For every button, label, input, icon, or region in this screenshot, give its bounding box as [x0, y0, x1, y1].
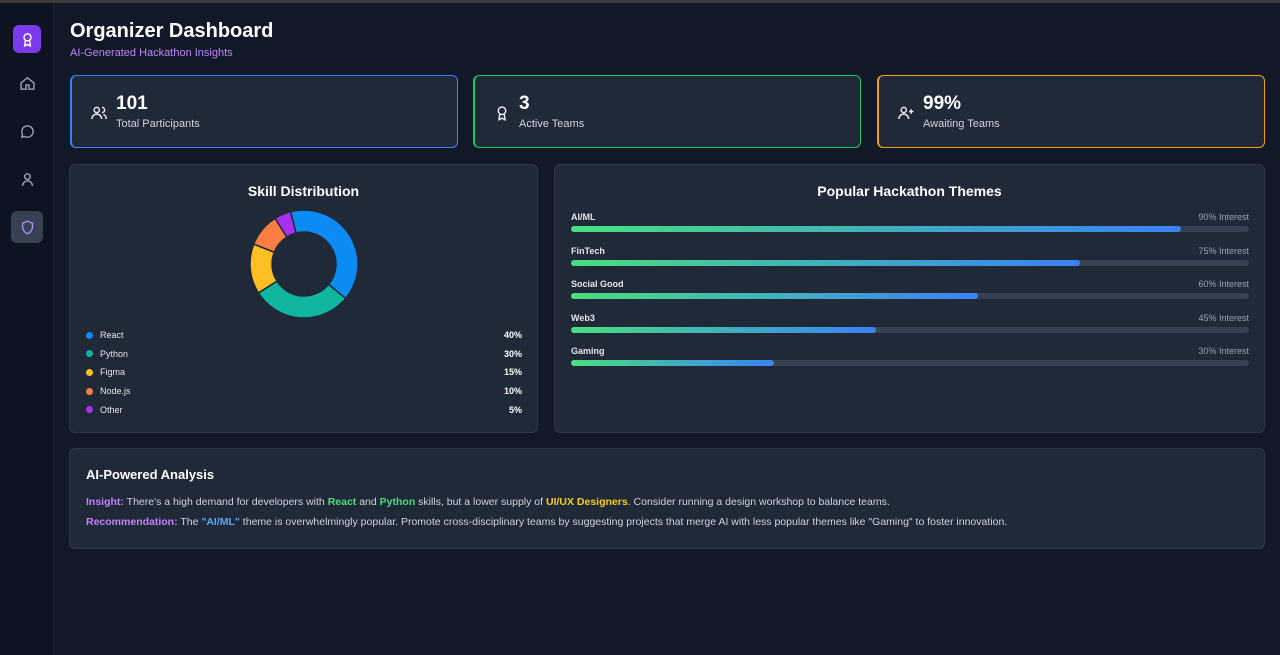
- stat-card-participants: 101 Total Participants: [70, 75, 458, 148]
- insight-text-part: . Consider running a design workshop to …: [627, 496, 890, 508]
- stat-label: Total Participants: [116, 118, 200, 130]
- stat-label: Active Teams: [519, 118, 585, 130]
- legend-item: React 40%: [86, 328, 522, 342]
- insight-label: Insight:: [86, 496, 124, 508]
- insight-text: Insight: There's a high demand for devel…: [86, 496, 1248, 508]
- shield-icon: [21, 219, 33, 235]
- donut-slice-python: [257, 280, 347, 319]
- legend-label: Figma: [100, 367, 126, 378]
- stat-card-active-teams: 3 Active Teams: [473, 75, 861, 148]
- theme-progress-track: [571, 259, 1249, 266]
- theme-name: FinTech: [571, 245, 605, 256]
- theme-progress-track: [571, 226, 1249, 232]
- donut-slice-react: [289, 209, 359, 300]
- stat-value: 3: [519, 93, 530, 114]
- theme-name: Web3: [571, 312, 595, 323]
- legend-value: 40%: [503, 330, 522, 340]
- theme-interest: 90% Interest: [1198, 212, 1249, 222]
- page-subtitle: AI-Generated Hackathon Insights: [70, 47, 233, 59]
- theme-row: FinTech 75% Interest: [571, 246, 1249, 266]
- theme-interest: 75% Interest: [1198, 245, 1249, 256]
- legend-item: Figma 15%: [86, 365, 522, 379]
- stat-value: 99%: [923, 93, 962, 114]
- highlight-uiux: UI/UX Designers: [545, 496, 628, 508]
- user-plus-icon: [898, 106, 914, 119]
- theme-progress-fill: [571, 360, 775, 366]
- analysis-title: AI-Powered Analysis: [86, 467, 215, 482]
- legend-dot: [86, 350, 93, 358]
- legend-dot: [86, 387, 93, 395]
- insight-text-part: skills, but a lower supply of: [415, 496, 546, 508]
- ai-analysis-panel: AI-Powered Analysis Insight: There's a h…: [69, 448, 1265, 549]
- legend-label: Python: [100, 348, 129, 359]
- page-header: Organizer Dashboard AI-Generated Hackath…: [70, 20, 273, 59]
- legend-label: Other: [100, 404, 123, 415]
- themes-title: Popular Hackathon Themes: [817, 183, 1002, 199]
- app-logo[interactable]: [13, 25, 41, 53]
- theme-interest: 30% Interest: [1198, 346, 1249, 356]
- legend-dot: [86, 368, 93, 376]
- stat-value: 101: [116, 93, 148, 114]
- skill-distribution-title: Skill Distribution: [247, 183, 360, 199]
- insight-text-part: and: [356, 496, 380, 508]
- award-icon: [497, 105, 507, 121]
- sidebar-item-messages[interactable]: [11, 115, 43, 147]
- theme-row: Gaming 30% Interest: [571, 346, 1249, 366]
- recommendation-label: Recommendation:: [86, 516, 178, 528]
- legend-label: Node.js: [100, 386, 131, 397]
- recommendation-text-part: theme is overwhelmingly popular. Promote…: [239, 516, 1008, 528]
- highlight-aiml: "AI/ML": [201, 516, 240, 528]
- legend-dot: [86, 331, 93, 339]
- highlight-react: React: [327, 496, 357, 508]
- theme-row: AI/ML 90% Interest: [571, 212, 1249, 232]
- donut-slice-other: [274, 210, 297, 239]
- award-icon: [22, 32, 32, 47]
- legend-value: 30%: [503, 348, 522, 359]
- legend-value: 5%: [508, 404, 522, 415]
- theme-progress-fill: [571, 293, 978, 299]
- recommendation-text: Recommendation: The "AI/ML" theme is ove…: [86, 516, 1248, 528]
- skill-donut-chart: [249, 209, 359, 319]
- sidebar-item-profile[interactable]: [11, 163, 43, 195]
- theme-progress-track: [571, 360, 1249, 366]
- theme-interest: 60% Interest: [1198, 279, 1249, 289]
- insight-text-part: There's a high demand for developers wit…: [123, 496, 328, 508]
- users-icon: [91, 106, 107, 119]
- stat-card-awaiting-teams: 99% Awaiting Teams: [877, 75, 1265, 148]
- theme-progress-fill: [571, 226, 1182, 232]
- hackathon-themes-panel: Popular Hackathon Themes AI/ML 90% Intere…: [554, 164, 1265, 433]
- theme-row: Web3 45% Interest: [571, 313, 1249, 333]
- theme-interest: 45% Interest: [1198, 312, 1249, 323]
- sidebar: [0, 3, 54, 655]
- stat-label: Awaiting Teams: [923, 118, 1000, 130]
- skill-distribution-panel: Skill Distribution React 40% Python 30% Figm…: [69, 164, 538, 433]
- legend-item: Other 5%: [86, 403, 522, 417]
- chat-icon: [20, 124, 34, 138]
- legend-dot: [86, 406, 93, 414]
- legend-item: Python 30%: [86, 347, 522, 361]
- page-title: Organizer Dashboard: [70, 20, 274, 42]
- home-icon: [19, 76, 35, 90]
- theme-row: Social Good 60% Interest: [571, 279, 1249, 299]
- theme-name: Gaming: [571, 346, 605, 356]
- theme-progress-track: [571, 293, 1249, 299]
- sidebar-item-home[interactable]: [11, 67, 43, 99]
- theme-progress-track: [571, 326, 1249, 333]
- user-icon: [21, 172, 33, 186]
- theme-name: Social Good: [571, 279, 624, 289]
- legend-label: React: [100, 330, 124, 340]
- theme-progress-fill: [571, 326, 877, 333]
- legend-item: Node.js 10%: [86, 384, 522, 398]
- theme-progress-fill: [571, 259, 1080, 266]
- theme-name: AI/ML: [571, 212, 596, 222]
- recommendation-text-part: The: [177, 516, 202, 528]
- legend-value: 10%: [503, 386, 522, 397]
- highlight-python: Python: [379, 496, 416, 508]
- window-top-border: [0, 0, 1280, 3]
- sidebar-item-organizer[interactable]: [11, 211, 43, 243]
- legend-value: 15%: [503, 367, 522, 378]
